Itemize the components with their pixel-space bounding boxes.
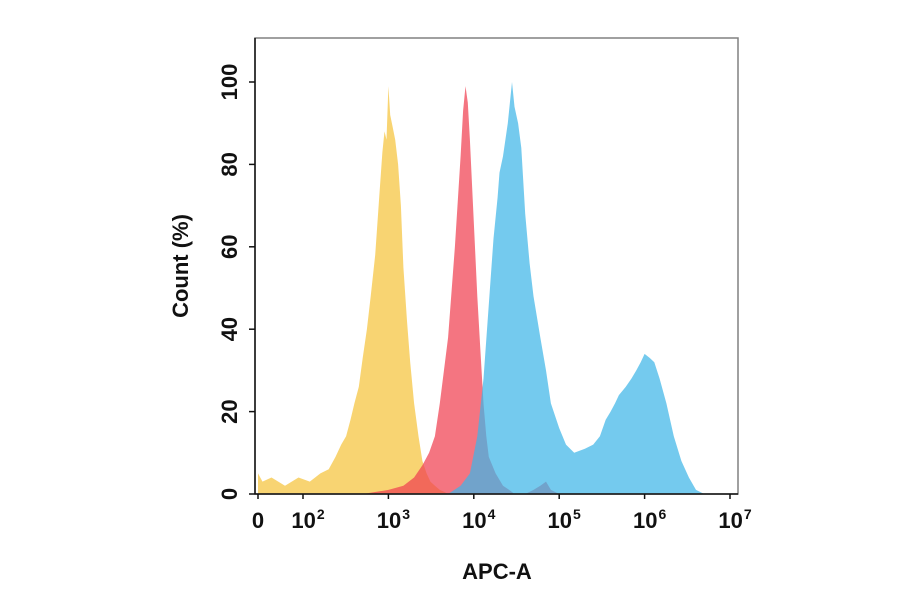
histogram-series-1 [258, 86, 455, 494]
x-tick-label: 107 [718, 506, 751, 533]
histogram-series-3 [448, 82, 705, 494]
y-tick-label: 40 [217, 317, 242, 341]
x-tick-label: 102 [291, 506, 324, 533]
x-axis-title: APC-A [462, 559, 532, 584]
y-tick-label: 60 [217, 235, 242, 259]
x-tick-label: 106 [633, 506, 666, 533]
series-layer [258, 82, 705, 494]
histogram-series-2 [362, 86, 560, 494]
x-tick-label: 103 [377, 506, 410, 533]
y-ticks: 0 20 40 60 80 100 [217, 64, 255, 500]
y-tick-label: 100 [217, 64, 242, 101]
x-tick-label: 104 [462, 506, 495, 533]
x-tick-label: 0 [252, 508, 264, 533]
y-axis-title: Count (%) [168, 214, 193, 318]
x-tick-label: 105 [548, 506, 581, 533]
x-ticks: 0 102 103 104 105 106 107 [252, 494, 752, 533]
y-tick-label: 80 [217, 152, 242, 176]
y-tick-label: 20 [217, 399, 242, 423]
y-tick-label: 0 [217, 488, 242, 500]
